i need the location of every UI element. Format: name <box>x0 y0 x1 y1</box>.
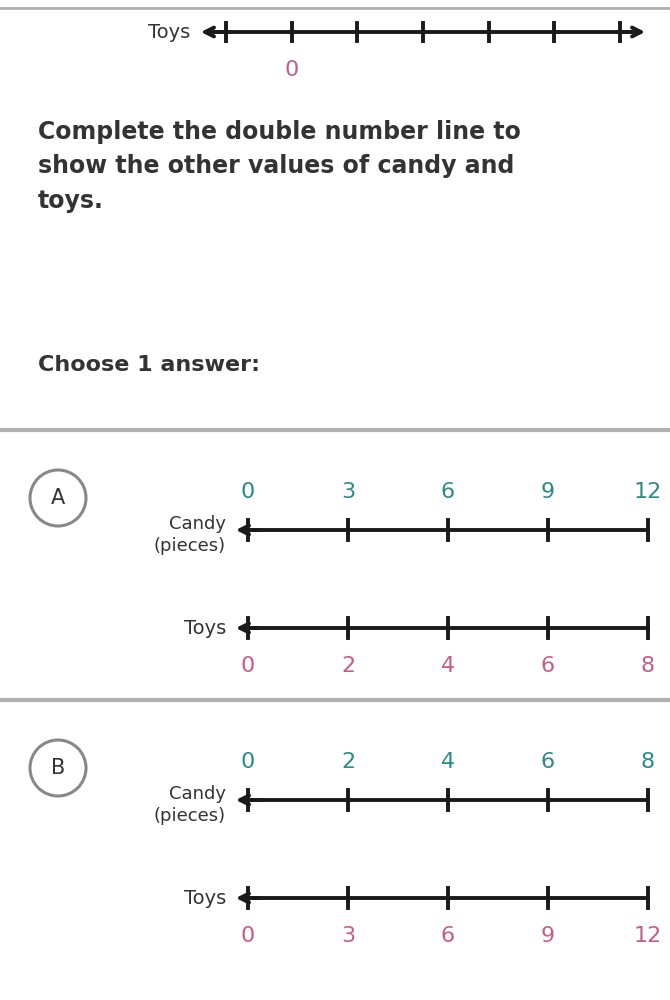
Text: 4: 4 <box>441 752 455 772</box>
Text: 4: 4 <box>441 656 455 676</box>
Text: 12: 12 <box>634 926 662 946</box>
Text: 6: 6 <box>441 482 455 502</box>
Text: 0: 0 <box>241 482 255 502</box>
Text: Toys: Toys <box>184 888 226 908</box>
Text: 0: 0 <box>241 752 255 772</box>
Text: 3: 3 <box>341 926 355 946</box>
Text: 2: 2 <box>341 752 355 772</box>
Text: 6: 6 <box>541 656 555 676</box>
Text: Complete the double number line to
show the other values of candy and
toys.: Complete the double number line to show … <box>38 120 521 213</box>
Text: Toys: Toys <box>148 22 190 41</box>
Text: B: B <box>51 758 65 778</box>
Text: 9: 9 <box>541 482 555 502</box>
Text: 0: 0 <box>241 656 255 676</box>
Text: 12: 12 <box>634 482 662 502</box>
Text: 6: 6 <box>541 752 555 772</box>
Text: Choose 1 answer:: Choose 1 answer: <box>38 355 260 375</box>
Text: 2: 2 <box>341 656 355 676</box>
Text: 3: 3 <box>341 482 355 502</box>
Text: 8: 8 <box>641 656 655 676</box>
Text: 0: 0 <box>241 926 255 946</box>
Text: Candy
(pieces): Candy (pieces) <box>154 515 226 555</box>
Text: 9: 9 <box>541 926 555 946</box>
Text: Candy
(pieces): Candy (pieces) <box>154 785 226 825</box>
Text: 0: 0 <box>285 60 299 80</box>
Text: 6: 6 <box>441 926 455 946</box>
Text: Toys: Toys <box>184 618 226 638</box>
Text: 8: 8 <box>641 752 655 772</box>
Text: A: A <box>51 488 65 508</box>
